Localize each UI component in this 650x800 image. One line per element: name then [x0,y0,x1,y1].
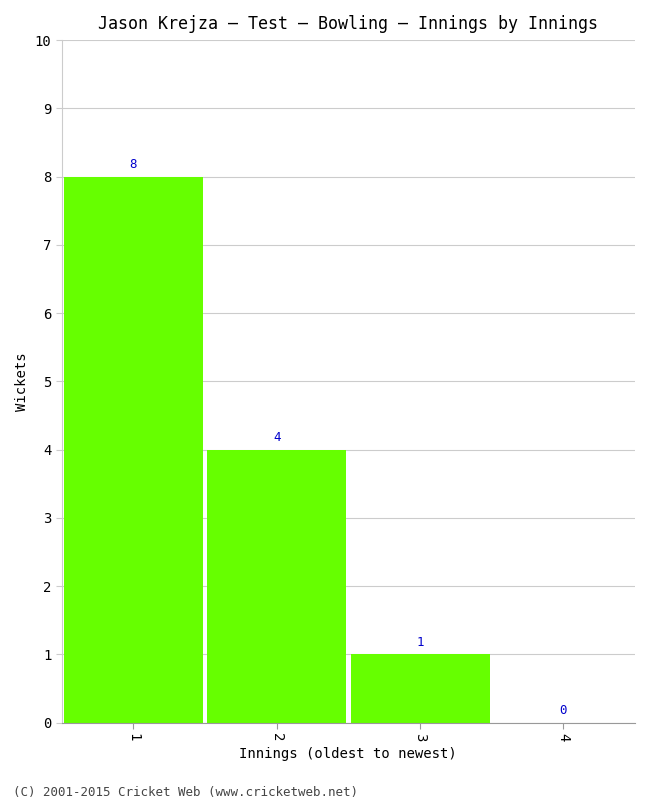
Bar [350,654,489,722]
Y-axis label: Wickets: Wickets [15,352,29,410]
Text: 4: 4 [273,431,280,444]
Bar [207,450,346,722]
Text: 1: 1 [416,636,424,649]
Text: 8: 8 [129,158,137,171]
Title: Jason Krejza – Test – Bowling – Innings by Innings: Jason Krejza – Test – Bowling – Innings … [98,15,599,33]
Text: (C) 2001-2015 Cricket Web (www.cricketweb.net): (C) 2001-2015 Cricket Web (www.cricketwe… [13,786,358,799]
Text: 0: 0 [560,704,567,717]
X-axis label: Innings (oldest to newest): Innings (oldest to newest) [239,747,457,761]
Bar [64,177,203,722]
